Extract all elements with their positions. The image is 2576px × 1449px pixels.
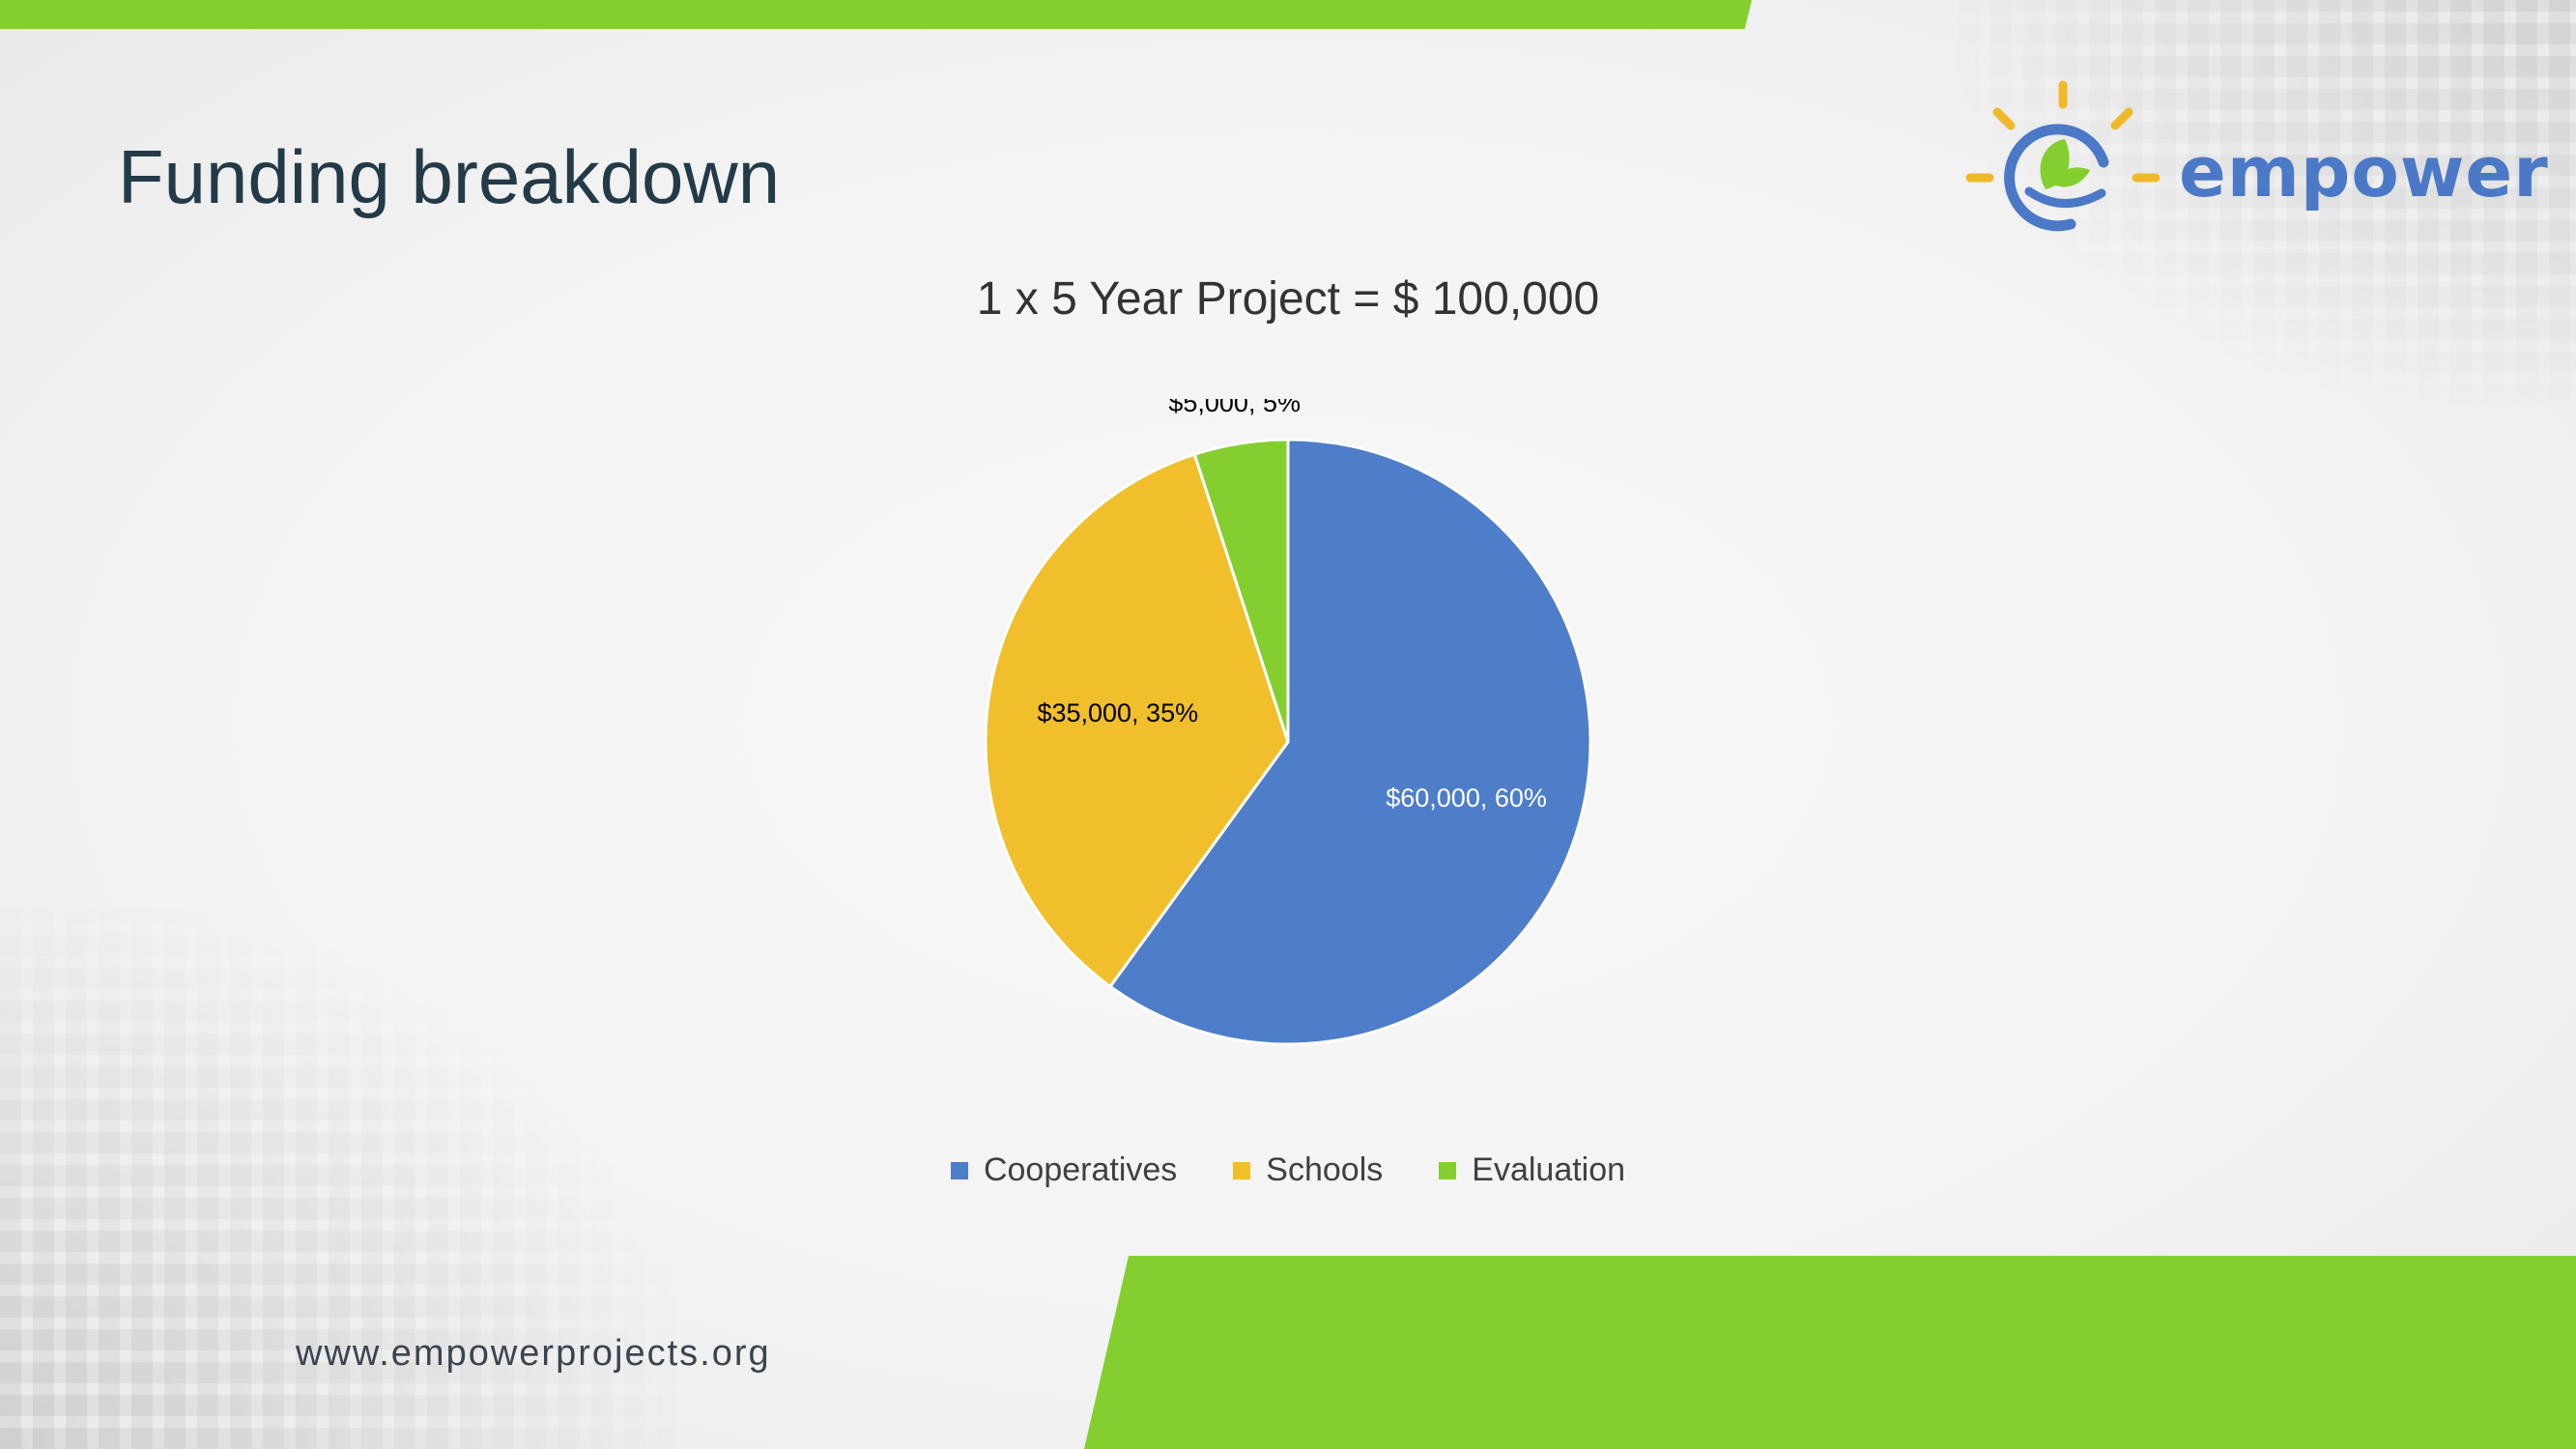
legend-item-evaluation: Evaluation	[1439, 1151, 1625, 1189]
logo-wordmark: empower	[2179, 131, 2549, 213]
data-label-evaluation: $5,000, 5%	[1168, 399, 1301, 417]
sun-leaf-icon	[1965, 80, 2161, 232]
legend-swatch-cooperatives	[950, 1161, 968, 1179]
legend-label-cooperatives: Cooperatives	[983, 1151, 1178, 1188]
legend-swatch-evaluation	[1439, 1161, 1457, 1179]
slide-title: Funding breakdown	[118, 134, 781, 219]
data-label-schools: $35,000, 35%	[1037, 698, 1198, 727]
legend-item-cooperatives: Cooperatives	[950, 1151, 1178, 1189]
legend-label-schools: Schools	[1266, 1151, 1384, 1188]
chart-title: 1 x 5 Year Project = $ 100,000	[976, 273, 1600, 325]
data-label-cooperatives: $60,000, 60%	[1386, 783, 1547, 812]
legend-item-schools: Schools	[1233, 1151, 1383, 1189]
pie-slice-evaluation	[1192, 438, 1290, 743]
pie-chart: $60,000, 60% $35,000, 35% $5,000, 5%	[984, 399, 1592, 1046]
chart-legend: Cooperatives Schools Evaluation	[0, 1151, 2576, 1189]
legend-swatch-schools	[1233, 1161, 1251, 1179]
top-accent-bar	[0, 0, 1752, 29]
bottom-accent-bar	[1084, 1256, 2576, 1449]
legend-label-evaluation: Evaluation	[1472, 1151, 1626, 1188]
background-pattern-bottom-left	[0, 908, 676, 1449]
footer-website-url[interactable]: www.empowerprojects.org	[296, 1333, 771, 1374]
empower-logo: empower	[1957, 77, 2548, 251]
pie-slice-schools	[984, 452, 1290, 989]
pie-slice-cooperatives	[1107, 438, 1592, 1046]
